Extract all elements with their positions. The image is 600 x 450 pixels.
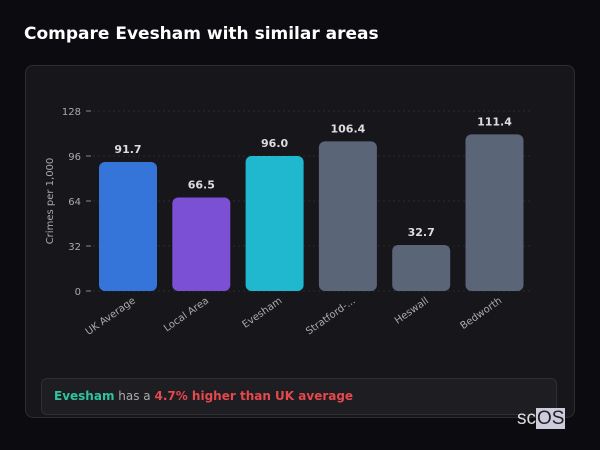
y-tick-label: 64 [68, 197, 81, 208]
data-label: 96.0 [261, 137, 288, 150]
y-axis-label: Crimes per 1,000 [45, 158, 56, 245]
insight-area: Evesham [54, 389, 115, 403]
x-tick-label: Bedworth [459, 295, 505, 332]
bar[interactable] [99, 162, 157, 291]
insight-result: 4.7% higher than UK average [154, 389, 354, 403]
data-label: 66.5 [188, 178, 215, 191]
bar[interactable] [172, 197, 231, 291]
data-label: 106.4 [331, 122, 366, 135]
bar[interactable] [318, 141, 377, 291]
bar[interactable] [392, 245, 451, 291]
x-tick-label: Local Area [162, 295, 211, 334]
insight-text: has a [114, 389, 155, 403]
logo-text: sc [517, 408, 536, 429]
logo-text-box: OS [536, 408, 566, 429]
data-label: 32.7 [408, 226, 435, 239]
logo: scOS [517, 408, 566, 430]
x-tick-label: Evesham [240, 295, 284, 330]
x-tick-label: UK Average [84, 295, 138, 337]
bar[interactable] [245, 156, 304, 291]
x-tick-label: Heswall [393, 295, 431, 326]
bar[interactable] [465, 134, 524, 291]
page-title: Compare Evesham with similar areas [24, 24, 379, 44]
y-tick-label: 128 [62, 107, 81, 118]
x-tick-label: Stratford-... [304, 295, 357, 337]
data-label: 91.7 [114, 143, 141, 156]
insight-box: Evesham has a 4.7% higher than UK averag… [41, 378, 557, 415]
y-tick-label: 32 [68, 242, 81, 253]
y-tick-label: 0 [75, 287, 81, 298]
data-label: 111.4 [477, 115, 512, 128]
y-tick-label: 96 [68, 152, 81, 163]
